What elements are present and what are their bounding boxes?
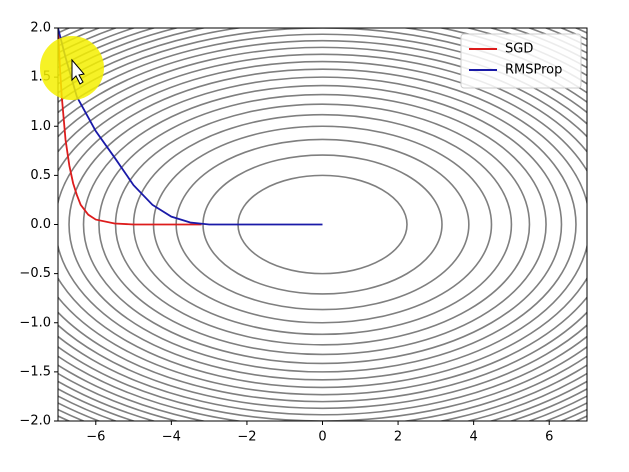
- contour-line: [68, 76, 577, 373]
- x-tick-label: 2: [394, 430, 402, 445]
- trajectory-line: [58, 28, 202, 226]
- x-tick-label: −2: [237, 430, 256, 445]
- contour-line: [58, 68, 587, 381]
- contour-line: [82, 84, 563, 365]
- contour-line: [58, 33, 587, 416]
- y-tick-label: −2.0: [19, 414, 51, 429]
- legend: SGD RMSProp: [460, 33, 582, 89]
- y-tick-label: 0.0: [30, 217, 51, 232]
- contour-line: [58, 39, 587, 410]
- y-tick-label: 0.5: [30, 168, 51, 183]
- y-tick-label: 2.0: [30, 21, 51, 36]
- y-tick-label: −1.0: [19, 315, 51, 330]
- x-tick-label: −6: [86, 430, 105, 445]
- y-tick-label: 1.0: [30, 119, 51, 134]
- legend-label: SGD: [505, 42, 533, 57]
- tick-group: −6 −4 −2 0 2 4 6−2.0−1.5−1.0−0.50.00.51.01.52.…: [19, 21, 553, 445]
- x-tick-label: 6: [545, 430, 553, 445]
- contour-line: [98, 93, 547, 356]
- contour-line: [58, 46, 587, 403]
- legend-label: RMSProp: [505, 63, 562, 78]
- contour-line: [114, 103, 531, 346]
- legend-box: [460, 33, 582, 89]
- contour-line: [58, 53, 587, 396]
- x-tick-label: 0: [318, 430, 326, 445]
- mouse-cursor: [71, 58, 85, 85]
- x-tick-label: −4: [162, 430, 181, 445]
- contour-line: [58, 60, 587, 389]
- x-tick-label: 4: [470, 430, 478, 445]
- y-tick-label: −1.5: [19, 364, 51, 379]
- y-tick-label: −0.5: [19, 266, 51, 281]
